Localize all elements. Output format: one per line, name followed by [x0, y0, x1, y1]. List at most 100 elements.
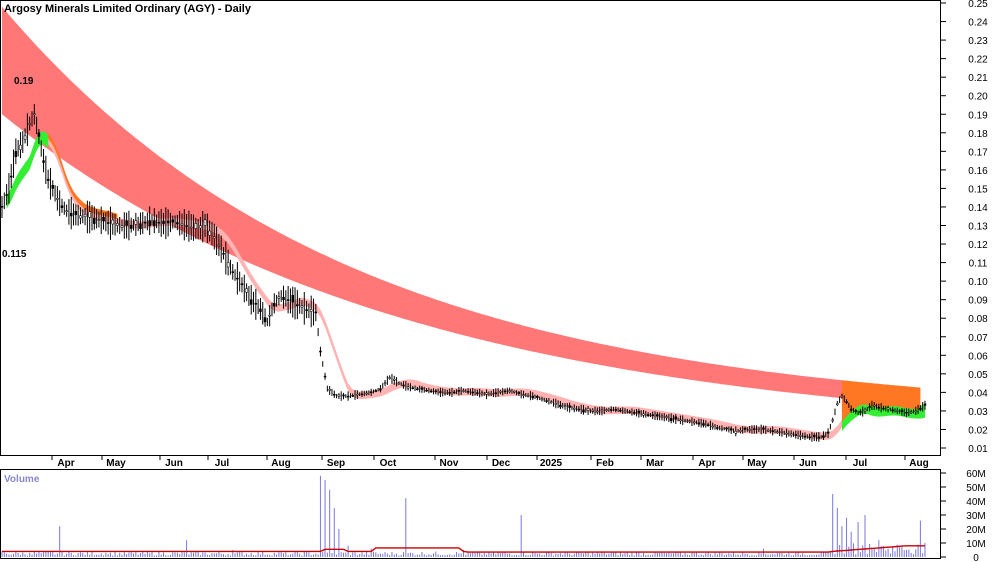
- price-candle: [628, 411, 631, 413]
- price-candle: [872, 404, 876, 407]
- volume-tick-label: 30M: [966, 511, 985, 522]
- price-candle: [33, 113, 36, 115]
- price-candle: [0, 206, 4, 208]
- price-candle: [434, 390, 438, 393]
- price-candle: [822, 435, 825, 438]
- price-candle: [259, 308, 262, 312]
- price-tick-label: 0.22: [968, 55, 988, 66]
- price-candle: [877, 406, 881, 409]
- price-axis: 0.25 0.24 0.23 0.22 0.21 0.20 0.19 0.18 0.17 0.16…: [941, 0, 988, 455]
- month-label: 2025: [540, 458, 563, 469]
- price-candle: [42, 160, 45, 163]
- price-candle: [425, 389, 428, 392]
- month-label: Jun: [799, 458, 817, 469]
- price-candle: [563, 405, 567, 407]
- price-tick-label: 0.03: [968, 407, 988, 418]
- price-candle: [919, 407, 922, 410]
- month-label: Feb: [596, 458, 614, 469]
- price-candle: [208, 230, 211, 236]
- price-candle: [134, 220, 138, 225]
- price-candle: [416, 388, 419, 390]
- price-candle: [817, 436, 821, 439]
- price-candle: [637, 410, 641, 414]
- month-label: Nov: [440, 458, 459, 469]
- price-candle: [171, 219, 175, 223]
- price-candle: [51, 185, 55, 189]
- price-candle: [536, 395, 539, 398]
- price-tick-label: 0.25: [968, 0, 988, 10]
- volume-label: Volume: [4, 474, 40, 485]
- annotation-low: 0.115: [2, 249, 27, 260]
- price-candle: [125, 220, 128, 226]
- price-candle: [909, 411, 913, 414]
- price-candle: [499, 391, 502, 393]
- price-candle: [513, 390, 516, 393]
- month-label: Mar: [646, 458, 664, 469]
- price-candle: [379, 388, 382, 391]
- price-candle: [559, 404, 562, 408]
- price-candle: [619, 409, 622, 412]
- price-candle: [286, 299, 290, 301]
- price-candle: [568, 405, 571, 408]
- price-candle: [23, 135, 27, 140]
- volume-tick-label: 10M: [966, 539, 985, 550]
- price-candle: [393, 378, 396, 381]
- price-candle: [780, 431, 784, 433]
- price-candle: [365, 392, 368, 395]
- price-candle: [305, 309, 308, 312]
- price-candle: [660, 415, 664, 418]
- crossover-band: [48, 133, 118, 220]
- price-candle: [153, 220, 156, 227]
- price-candle: [582, 409, 585, 413]
- price-candle: [849, 408, 853, 411]
- price-candle: [526, 395, 530, 397]
- month-label: Aug: [271, 458, 290, 469]
- price-candle: [508, 390, 511, 392]
- price-candle: [734, 431, 738, 434]
- price-candle: [189, 226, 193, 229]
- price-candle: [226, 262, 230, 268]
- price-candle: [337, 394, 341, 397]
- price-candle: [439, 391, 442, 393]
- price-candle: [296, 304, 299, 307]
- price-candle: [549, 401, 553, 404]
- price-candle: [669, 418, 673, 422]
- price-candle: [342, 394, 345, 397]
- price-candle: [139, 223, 142, 229]
- volume-tick-label: 50M: [966, 483, 985, 494]
- price-candle: [46, 178, 50, 181]
- month-axis: Apr May Jun Jul Aug Sep Oct Nov Dec 2025 Feb Mar Apr…: [51, 455, 929, 469]
- price-candle: [162, 220, 165, 224]
- month-label: Oct: [380, 458, 397, 469]
- price-candle: [739, 430, 742, 432]
- price-candle: [383, 382, 387, 384]
- price-candle: [93, 217, 96, 224]
- price-candle: [5, 194, 8, 196]
- month-label: Apr: [57, 458, 74, 469]
- price-candle: [217, 244, 221, 247]
- price-candle: [674, 416, 678, 420]
- price-candle: [360, 393, 364, 396]
- price-candle: [83, 214, 87, 217]
- price-candle: [609, 409, 613, 411]
- price-candle: [605, 409, 608, 411]
- price-candle: [166, 220, 170, 224]
- price-candle: [923, 403, 927, 406]
- price-candle: [249, 299, 253, 305]
- price-candle: [402, 384, 405, 387]
- month-label: May: [106, 458, 126, 469]
- price-candle: [254, 302, 258, 305]
- price-candle: [896, 410, 899, 412]
- price-tick-label: 0.24: [968, 18, 988, 29]
- price-candle: [702, 423, 705, 426]
- price-candle: [356, 393, 359, 396]
- price-tick-label: 0.07: [968, 333, 988, 344]
- price-candle: [494, 392, 498, 394]
- price-candle: [863, 409, 867, 412]
- price-candle: [656, 414, 659, 417]
- price-candle: [300, 305, 304, 308]
- price-tick-label: 0.17: [968, 147, 988, 158]
- price-candle: [28, 123, 31, 125]
- price-candle: [328, 389, 331, 391]
